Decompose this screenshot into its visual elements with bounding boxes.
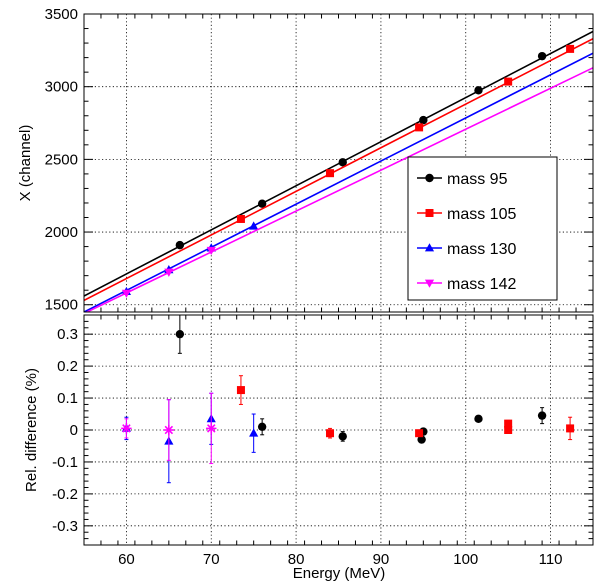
legend-label-mass-105: mass 105 [447,206,516,223]
top-y-axis-label: X (channel) [17,125,34,202]
data-point-mass-105 [236,386,245,395]
data-point-mass-95 [419,115,428,125]
legend-label-mass-130: mass 130 [447,241,516,258]
data-point-mass-142 [206,246,216,256]
top-y-tick-label: 3000 [45,79,78,96]
x-tick-label: 60 [118,551,135,568]
data-point-mass-105 [504,419,513,428]
data-point-mass-142 [163,424,175,436]
data-point-mass-142 [121,289,132,298]
x-tick-label: 90 [373,551,390,568]
bottom-panel: -0.3 -0.2 -0.1 0 0.1 0.2 0.3 Rel. difference (%… [23,314,594,582]
data-point-mass-142-stroke [122,424,131,433]
data-point-mass-95 [257,422,267,432]
data-point-mass-95 [474,414,483,424]
top-y-tick-label: 2000 [45,224,78,241]
data-point-mass-142 [206,423,217,434]
data-point-mass-105 [415,123,424,132]
bottom-y-tick-label: -0.1 [52,454,78,471]
data-point-mass-95 [338,158,347,167]
data-point-mass-95 [257,199,267,208]
data-point-mass-105 [504,426,513,434]
data-point-mass-105 [326,169,335,178]
legend-label-mass-95: mass 95 [447,171,508,188]
x-tick-label: 100 [453,551,478,568]
data-point-mass-95 [474,86,483,95]
bottom-y-axis-label: Rel. difference (%) [23,368,40,492]
legend-box [407,156,558,301]
data-point-mass-95 [175,329,185,339]
data-point-mass-105 [504,77,513,86]
fit-line-mass-95 [84,30,593,297]
bottom-y-tick-label: 0 [70,422,78,439]
x-tick-label: 110 [539,551,563,568]
x-axis-label: Energy (MeV) [293,565,386,582]
data-point-mass-105 [236,214,245,223]
data-point-mass-105 [326,429,335,438]
legend-marker-mass-142 [424,279,435,288]
x-tick-label: 80 [288,551,305,568]
bottom-frame [83,314,594,546]
x-tick-label: 70 [203,551,220,568]
data-point-mass-130 [249,221,259,230]
top-plot-area [84,30,593,312]
bottom-y-tick-label: 0.3 [57,326,78,343]
bottom-y-tick-label: 0.2 [57,358,78,375]
top-frame [83,13,594,313]
data-point-mass-105 [566,44,575,53]
legend-marker-mass-105 [425,209,434,217]
bottom-plot-area [121,315,575,484]
legend-marker-mass-130 [424,243,435,252]
bottom-y-tick-label: -0.2 [52,486,78,503]
data-point-mass-105 [566,424,575,433]
data-point-mass-142-stroke [207,424,216,433]
data-point-mass-105 [415,429,424,438]
top-y-tick-label: 3500 [45,6,78,23]
data-point-mass-95 [417,435,426,444]
legend-marker-mass-95 [425,173,434,183]
data-point-mass-95 [537,411,547,420]
bottom-y-tick-label: -0.3 [52,518,78,535]
top-panel: 1500 2000 2500 3000 3500 X (channel) [17,6,594,314]
bottom-y-tick-label: 0.1 [57,390,78,407]
data-point-mass-95 [175,240,185,250]
legend-label-mass-142: mass 142 [447,276,516,293]
data-point-mass-95 [537,51,547,61]
legend: mass 95 mass 105 mass 130 mass 142 [407,156,558,301]
data-point-mass-142 [164,268,174,277]
data-point-mass-142 [121,423,132,434]
data-point-mass-142-stroke [164,425,174,435]
top-y-tick-label: 2500 [45,151,78,168]
data-point-mass-130 [249,428,259,437]
data-point-mass-95 [338,432,347,441]
top-y-tick-label: 1500 [45,297,78,314]
